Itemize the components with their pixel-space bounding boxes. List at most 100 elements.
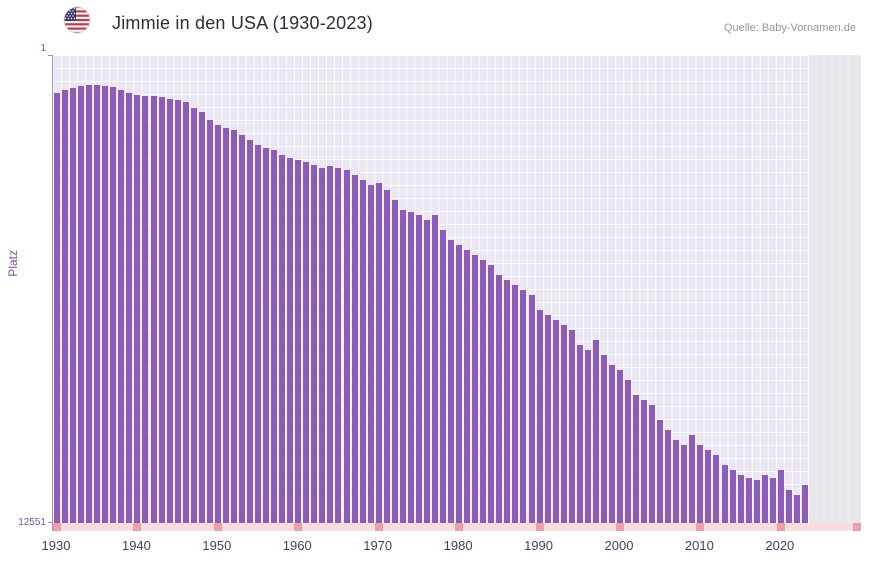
bar-1990[interactable]	[536, 310, 543, 523]
bar-1934[interactable]	[86, 85, 93, 523]
bar-2022[interactable]	[793, 495, 800, 523]
bar-2021[interactable]	[785, 490, 792, 523]
bar-1945[interactable]	[174, 100, 181, 523]
bar-1953[interactable]	[238, 135, 245, 523]
bar-1930[interactable]	[54, 93, 60, 523]
bar-1977[interactable]	[432, 215, 438, 523]
bar-2016[interactable]	[745, 478, 752, 523]
bar-2020[interactable]	[777, 470, 784, 523]
bar-1973[interactable]	[399, 210, 406, 523]
bar-1959[interactable]	[287, 158, 294, 523]
bar-1935[interactable]	[94, 85, 101, 523]
bar-1966[interactable]	[343, 170, 350, 523]
bar-1997[interactable]	[592, 340, 599, 523]
bar-1963[interactable]	[319, 168, 326, 523]
bar-1983[interactable]	[480, 260, 487, 523]
bar-2012[interactable]	[713, 455, 720, 523]
bar-1967[interactable]	[351, 175, 358, 523]
bar-1947[interactable]	[190, 108, 197, 523]
bar-1952[interactable]	[230, 130, 237, 523]
bar-2006[interactable]	[665, 430, 672, 523]
bar-1950[interactable]	[214, 125, 221, 523]
bar-1972[interactable]	[391, 200, 398, 523]
bar-1965[interactable]	[335, 168, 342, 523]
bar-1957[interactable]	[271, 150, 278, 523]
bar-1949[interactable]	[206, 120, 213, 523]
bar-1998[interactable]	[600, 355, 607, 523]
bar-1942[interactable]	[150, 95, 157, 523]
bar-1992[interactable]	[552, 320, 559, 523]
bar-1961[interactable]	[303, 162, 310, 523]
bar-2007[interactable]	[673, 440, 680, 523]
bar-1948[interactable]	[198, 112, 205, 523]
bar-1991[interactable]	[544, 315, 551, 523]
bar-2009[interactable]	[689, 435, 696, 523]
x-tick-label-1980: 1980	[443, 538, 473, 553]
bar-1971[interactable]	[383, 190, 390, 523]
bar-1980[interactable]	[456, 245, 463, 523]
bar-1954[interactable]	[247, 140, 254, 523]
bar-1999[interactable]	[608, 365, 615, 523]
bar-1996[interactable]	[584, 350, 591, 523]
bar-2000[interactable]	[616, 370, 623, 523]
bar-1932[interactable]	[70, 87, 77, 523]
bar-2015[interactable]	[737, 475, 744, 523]
bar-2005[interactable]	[657, 420, 664, 523]
x-axis-tick-1970	[374, 523, 383, 531]
bar-1940[interactable]	[134, 95, 141, 523]
bar-1958[interactable]	[279, 155, 286, 523]
bar-1964[interactable]	[327, 166, 334, 523]
bar-1981[interactable]	[464, 250, 471, 523]
bar-1974[interactable]	[407, 212, 414, 523]
bar-1979[interactable]	[448, 240, 455, 523]
bar-2004[interactable]	[649, 405, 656, 523]
bar-2019[interactable]	[769, 478, 776, 523]
bar-1960[interactable]	[295, 160, 302, 523]
x-tick-label-1930: 1930	[41, 538, 71, 553]
bar-1941[interactable]	[142, 95, 149, 523]
bar-1946[interactable]	[182, 102, 189, 523]
y-axis-label: Platz	[6, 250, 20, 277]
bar-2002[interactable]	[633, 395, 640, 523]
bar-1994[interactable]	[568, 330, 575, 523]
bar-2014[interactable]	[729, 470, 736, 523]
bar-1936[interactable]	[102, 86, 109, 523]
bar-1951[interactable]	[222, 128, 229, 523]
bar-1986[interactable]	[504, 280, 511, 523]
bar-1975[interactable]	[415, 215, 422, 523]
bar-2003[interactable]	[641, 400, 648, 523]
bar-1939[interactable]	[126, 93, 133, 523]
bar-1944[interactable]	[166, 99, 173, 523]
bar-1970[interactable]	[375, 183, 382, 523]
bar-2013[interactable]	[721, 465, 728, 523]
bar-1985[interactable]	[496, 275, 503, 523]
bar-1956[interactable]	[263, 148, 270, 523]
bar-1933[interactable]	[78, 86, 85, 523]
bar-1962[interactable]	[311, 165, 318, 523]
bar-1987[interactable]	[512, 285, 519, 523]
bar-2018[interactable]	[761, 475, 768, 523]
bar-1984[interactable]	[488, 265, 495, 523]
bar-1976[interactable]	[423, 220, 430, 523]
bar-1943[interactable]	[158, 97, 165, 523]
bar-2010[interactable]	[697, 445, 704, 523]
bar-1988[interactable]	[520, 290, 527, 523]
x-axis-tick-2010	[696, 523, 705, 531]
bar-2001[interactable]	[625, 380, 632, 523]
bar-2017[interactable]	[753, 480, 760, 523]
bar-1955[interactable]	[255, 145, 262, 523]
bar-1931[interactable]	[62, 90, 69, 523]
bar-1969[interactable]	[367, 185, 374, 523]
bar-1982[interactable]	[472, 255, 479, 523]
bar-2008[interactable]	[681, 445, 688, 523]
bar-1938[interactable]	[118, 90, 125, 523]
bar-1993[interactable]	[560, 325, 567, 523]
bar-2011[interactable]	[705, 450, 712, 523]
bar-1989[interactable]	[528, 295, 535, 523]
bar-1937[interactable]	[110, 87, 117, 523]
bar-1995[interactable]	[576, 345, 583, 523]
bar-2023[interactable]	[801, 485, 808, 523]
bar-1978[interactable]	[440, 230, 447, 523]
bar-1968[interactable]	[359, 180, 366, 523]
